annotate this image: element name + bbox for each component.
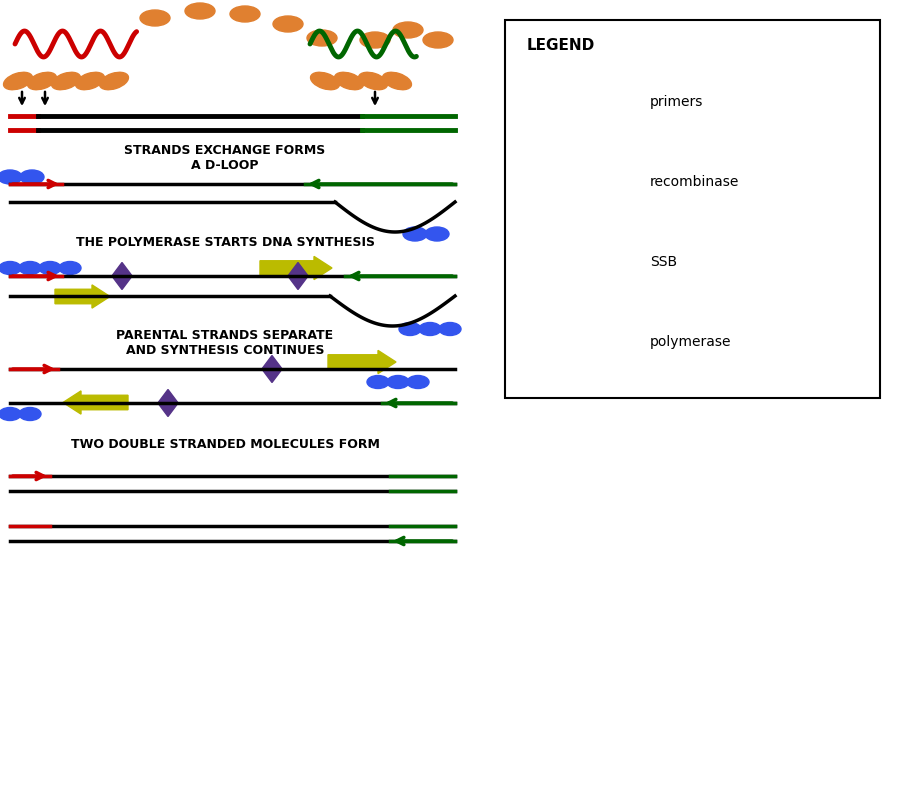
- Ellipse shape: [393, 22, 423, 38]
- Ellipse shape: [367, 376, 389, 388]
- Ellipse shape: [335, 72, 364, 90]
- Ellipse shape: [425, 227, 449, 241]
- Ellipse shape: [535, 164, 605, 200]
- Ellipse shape: [19, 407, 41, 421]
- Ellipse shape: [273, 16, 303, 32]
- Ellipse shape: [419, 322, 441, 336]
- Polygon shape: [158, 390, 178, 417]
- FancyArrow shape: [63, 391, 128, 414]
- Text: STRANDS EXCHANGE FORMS
A D-LOOP: STRANDS EXCHANGE FORMS A D-LOOP: [124, 144, 326, 172]
- Ellipse shape: [439, 322, 461, 336]
- Ellipse shape: [185, 3, 215, 19]
- Ellipse shape: [382, 72, 411, 90]
- Ellipse shape: [423, 32, 453, 48]
- Ellipse shape: [310, 72, 339, 90]
- Ellipse shape: [39, 262, 61, 274]
- Polygon shape: [112, 263, 132, 289]
- Ellipse shape: [59, 262, 81, 274]
- Ellipse shape: [4, 72, 32, 90]
- Text: LEGEND: LEGEND: [527, 38, 595, 53]
- Ellipse shape: [99, 72, 128, 90]
- Ellipse shape: [360, 32, 390, 48]
- Ellipse shape: [407, 376, 429, 388]
- Ellipse shape: [230, 6, 260, 22]
- Ellipse shape: [28, 72, 57, 90]
- Ellipse shape: [399, 322, 421, 336]
- Ellipse shape: [76, 72, 105, 90]
- Ellipse shape: [541, 246, 599, 278]
- Ellipse shape: [51, 72, 80, 90]
- Ellipse shape: [0, 407, 21, 421]
- FancyArrow shape: [328, 351, 396, 373]
- Ellipse shape: [0, 170, 22, 184]
- Ellipse shape: [20, 170, 44, 184]
- Polygon shape: [554, 320, 586, 364]
- Text: primers: primers: [650, 95, 704, 109]
- Ellipse shape: [19, 262, 41, 274]
- FancyBboxPatch shape: [505, 20, 880, 398]
- Text: SSB: SSB: [650, 255, 677, 269]
- Text: polymerase: polymerase: [650, 335, 732, 349]
- Text: THE POLYMERASE STARTS DNA SYNTHESIS: THE POLYMERASE STARTS DNA SYNTHESIS: [76, 236, 374, 249]
- Text: PARENTAL STRANDS SEPARATE
AND SYNTHESIS CONTINUES: PARENTAL STRANDS SEPARATE AND SYNTHESIS …: [116, 329, 334, 357]
- Ellipse shape: [403, 227, 427, 241]
- Ellipse shape: [0, 262, 21, 274]
- FancyArrow shape: [260, 256, 332, 280]
- Ellipse shape: [358, 72, 388, 90]
- Ellipse shape: [387, 376, 409, 388]
- FancyArrow shape: [55, 285, 110, 308]
- Polygon shape: [288, 263, 308, 289]
- Text: TWO DOUBLE STRANDED MOLECULES FORM: TWO DOUBLE STRANDED MOLECULES FORM: [70, 438, 380, 451]
- Ellipse shape: [307, 30, 337, 46]
- Polygon shape: [262, 355, 282, 383]
- Ellipse shape: [140, 10, 170, 26]
- Text: recombinase: recombinase: [650, 175, 740, 189]
